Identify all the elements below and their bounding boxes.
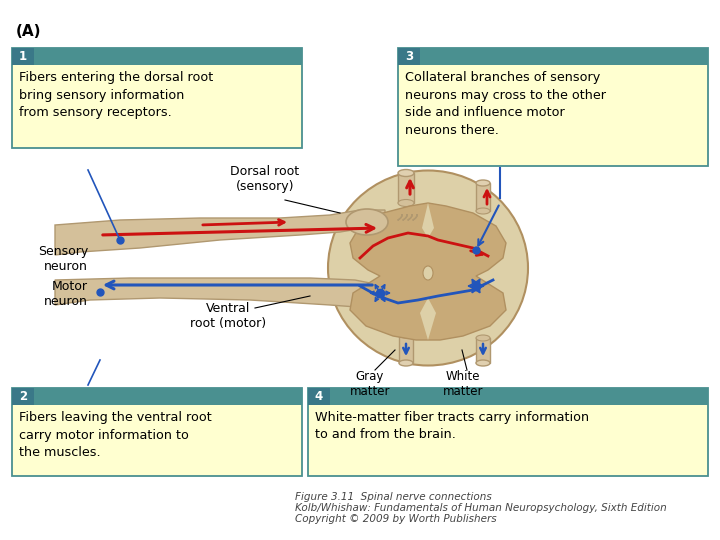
Text: Gray
matter: Gray matter xyxy=(350,370,390,398)
Text: Ventral
root (motor): Ventral root (motor) xyxy=(190,302,266,330)
Text: 3: 3 xyxy=(405,50,413,63)
Ellipse shape xyxy=(346,209,388,235)
Polygon shape xyxy=(350,203,506,340)
Bar xyxy=(12,388,302,405)
Text: 1: 1 xyxy=(19,50,27,63)
Ellipse shape xyxy=(399,360,413,366)
Text: Kolb/Whishaw: Fundamentals of Human Neuropsychology, Sixth Edition: Kolb/Whishaw: Fundamentals of Human Neur… xyxy=(295,503,667,513)
Bar xyxy=(308,388,708,476)
Ellipse shape xyxy=(399,332,413,338)
Text: (A): (A) xyxy=(16,24,42,39)
Bar xyxy=(398,173,414,203)
Polygon shape xyxy=(55,278,385,308)
Polygon shape xyxy=(422,203,434,238)
Bar xyxy=(308,388,330,405)
Text: Fibers leaving the ventral root
carry motor information to
the muscles.: Fibers leaving the ventral root carry mo… xyxy=(19,411,212,459)
Polygon shape xyxy=(55,210,385,255)
Text: 4: 4 xyxy=(315,390,323,403)
Text: White
matter: White matter xyxy=(443,370,483,398)
Bar xyxy=(12,388,34,405)
Text: Dorsal root
(sensory): Dorsal root (sensory) xyxy=(230,165,300,193)
Text: Fibers entering the dorsal root
bring sensory information
from sensory receptors: Fibers entering the dorsal root bring se… xyxy=(19,71,213,119)
Polygon shape xyxy=(420,298,436,340)
Ellipse shape xyxy=(423,266,433,280)
Text: Figure 3.11  Spinal nerve connections: Figure 3.11 Spinal nerve connections xyxy=(295,492,492,502)
Ellipse shape xyxy=(476,360,490,366)
Bar xyxy=(399,335,413,363)
Bar xyxy=(398,48,708,166)
Ellipse shape xyxy=(328,171,528,366)
Ellipse shape xyxy=(476,208,490,214)
Bar xyxy=(398,48,708,65)
Ellipse shape xyxy=(476,180,490,186)
Text: Sensory
neuron: Sensory neuron xyxy=(37,245,88,273)
Text: Collateral branches of sensory
neurons may cross to the other
side and influence: Collateral branches of sensory neurons m… xyxy=(405,71,606,137)
Bar xyxy=(308,388,708,405)
Bar xyxy=(12,388,302,476)
Text: Copyright © 2009 by Worth Publishers: Copyright © 2009 by Worth Publishers xyxy=(295,514,497,524)
Bar xyxy=(476,338,490,363)
Bar xyxy=(398,48,420,65)
Ellipse shape xyxy=(398,170,414,177)
Bar xyxy=(12,48,34,65)
Bar xyxy=(12,48,302,65)
Bar xyxy=(476,183,490,211)
Text: White-matter fiber tracts carry information
to and from the brain.: White-matter fiber tracts carry informat… xyxy=(315,411,589,442)
Ellipse shape xyxy=(476,335,490,341)
Text: 2: 2 xyxy=(19,390,27,403)
Text: Motor
neuron: Motor neuron xyxy=(44,280,88,308)
Bar xyxy=(12,48,302,148)
Ellipse shape xyxy=(398,199,414,206)
